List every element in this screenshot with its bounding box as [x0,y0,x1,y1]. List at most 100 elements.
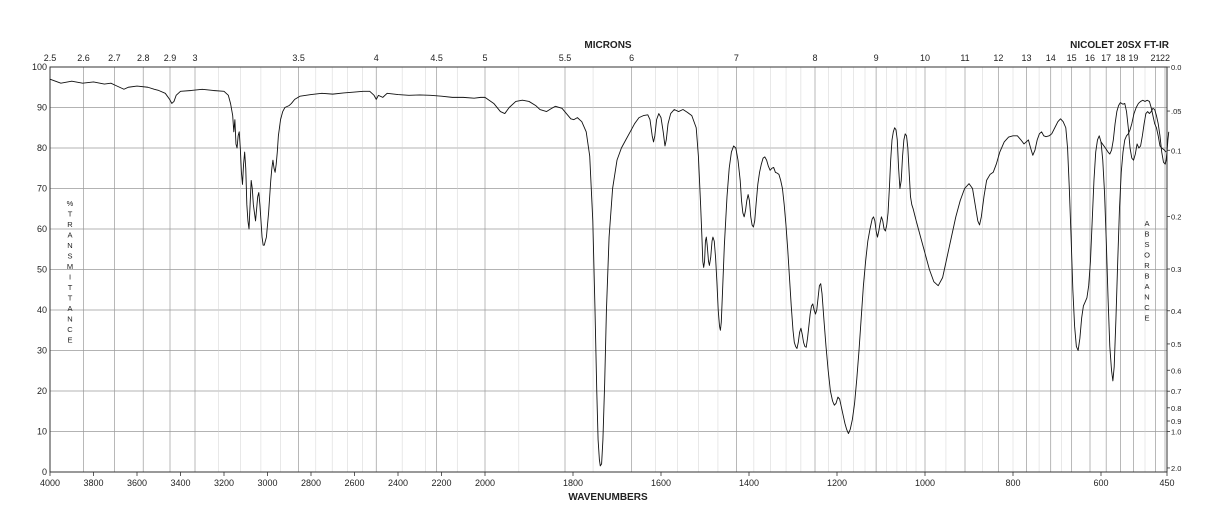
y-tick-label: 70 [37,184,47,194]
micron-tick-label: 2.6 [77,53,90,63]
y-axis-title-letter: A [67,304,72,313]
x-tick-label: 3400 [170,478,190,488]
micron-tick-label: 17 [1101,53,1111,63]
y-tick-label: 100 [32,62,47,72]
y-tick-label: 20 [37,386,47,396]
x-tick-label: 2200 [431,478,451,488]
absorbance-axis-title-letter: A [1144,219,1149,228]
y-tick-label: 50 [37,265,47,275]
micron-tick-label: 18 [1116,53,1126,63]
y-axis-title-letter: T [68,294,73,303]
micron-tick-label: 5 [482,53,487,63]
x-tick-label: 1400 [739,478,759,488]
micron-tick-label: 15 [1067,53,1077,63]
absorbance-tick-label: 0.0 [1171,63,1181,72]
y-tick-label: 0 [42,467,47,477]
absorbance-tick-label: 0.4 [1171,307,1181,316]
absorbance-tick-label: 0.7 [1171,387,1181,396]
micron-tick-label: 3.5 [292,53,305,63]
y-axis-title-letter: C [67,325,73,334]
micron-tick-label: 10 [920,53,930,63]
x-tick-label: 1200 [827,478,847,488]
micron-tick-label: 8 [812,53,817,63]
x-tick-label: 2800 [301,478,321,488]
grid [49,66,1170,476]
micron-tick-label: 4.5 [430,53,443,63]
y-axis-title-letter: A [67,231,72,240]
absorbance-axis-title-letter: C [1144,303,1150,312]
absorbance-tick-label: 0.2 [1171,212,1181,221]
micron-tick-label: 5.5 [559,53,572,63]
absorbance-axis-title-letter: A [1144,282,1149,291]
absorbance-axis-title-letter: E [1144,314,1149,323]
y-axis-title-letter: N [67,315,72,324]
micron-tick-label: 13 [1022,53,1032,63]
absorbance-axis-title-letter: B [1144,272,1149,281]
x-tick-label: 3200 [214,478,234,488]
micron-tick-label: 3 [192,53,197,63]
x-tick-label: 600 [1093,478,1108,488]
y-tick-label: 10 [37,427,47,437]
x-tick-label: 1800 [563,478,583,488]
y-tick-label: 90 [37,103,47,113]
micron-tick-label: 2.8 [137,53,150,63]
micron-tick-label: 7 [734,53,739,63]
y-tick-label: 80 [37,143,47,153]
absorbance-tick-label: 1.0 [1171,428,1181,437]
x-tick-label: 3800 [83,478,103,488]
x-axis-title: WAVENUMBERS [568,492,648,503]
micron-tick-label: 2.7 [108,53,121,63]
absorbance-tick-label: 2.0 [1171,464,1181,473]
y-tick-label: 40 [37,305,47,315]
y-axis-title-letter: S [67,252,72,261]
absorbance-tick-label: .05 [1171,107,1181,116]
absorbance-tick-label: 0.8 [1171,404,1181,413]
micron-tick-label: 22 [1160,53,1170,63]
x-tick-label: 4000 [40,478,60,488]
micron-axis-title: MICRONS [584,40,632,51]
micron-tick-label: 9 [874,53,879,63]
x-tick-label: 1600 [651,478,671,488]
micron-tick-label: 11 [960,53,969,63]
y-axis-title-letter: T [68,210,73,219]
y-axis-title-letter: N [67,241,72,250]
x-tick-label: 2400 [388,478,408,488]
y-axis-title-letter: M [67,262,73,271]
absorbance-axis-title-letter: R [1144,261,1150,270]
micron-tick-label: 4 [374,53,379,63]
absorbance-tick-label: 0.6 [1171,366,1181,375]
micron-tick-label: 12 [993,53,1003,63]
y-axis-title-letter: % [67,199,74,208]
micron-tick-label: 16 [1085,53,1095,63]
spectrum-line-2 [1100,102,1170,165]
x-tick-label: 3000 [257,478,277,488]
absorbance-tick-label: 0.3 [1171,265,1181,274]
absorbance-axis-title-letter: S [1144,240,1149,249]
spectrum-line-1 [49,78,1167,467]
x-tick-label: 2000 [475,478,495,488]
x-tick-label: 800 [1005,478,1020,488]
instrument-label: NICOLET 20SX FT-IR [1070,40,1170,51]
plot-frame [49,66,1168,473]
y-axis-title-letter: R [67,220,73,229]
absorbance-tick-label: 0.1 [1171,146,1181,155]
micron-tick-label: 19 [1128,53,1138,63]
absorbance-axis-title-letter: N [1144,293,1149,302]
y-axis-title-letter: T [68,283,73,292]
x-tick-label: 3600 [127,478,147,488]
micron-tick-label: 21 [1150,53,1160,63]
x-tick-label: 2600 [344,478,364,488]
absorbance-tick-label: 0.9 [1171,417,1181,426]
y-tick-label: 60 [37,224,47,234]
micron-tick-label: 2.9 [164,53,177,63]
y-axis-title-letter: E [67,336,72,345]
x-tick-label: 450 [1159,478,1174,488]
absorbance-axis-title-letter: O [1144,251,1150,260]
y-tick-label: 30 [37,346,47,356]
micron-tick-label: 14 [1046,53,1056,63]
micron-tick-label: 6 [629,53,634,63]
y-axis-title-letter: I [69,273,71,282]
spectrum-series [49,78,1170,467]
